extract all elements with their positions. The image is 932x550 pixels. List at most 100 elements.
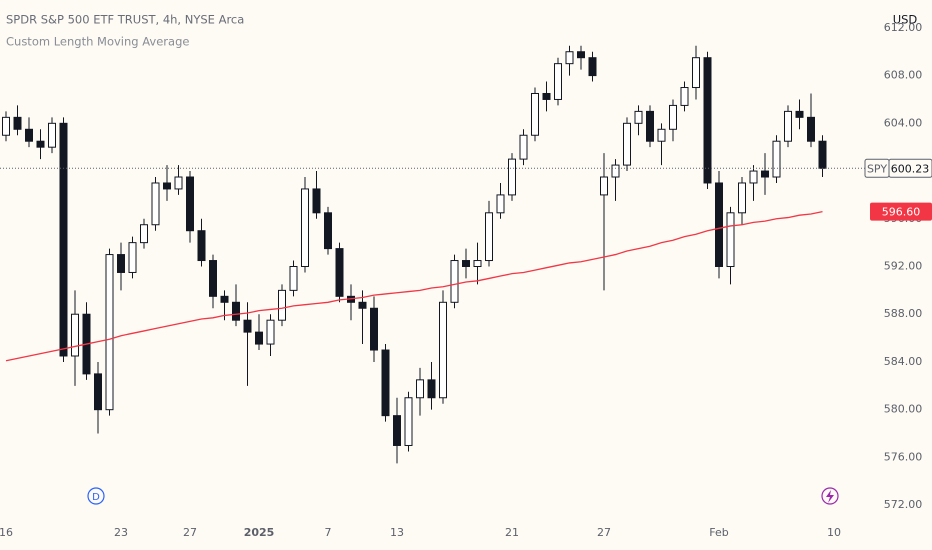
candle-body <box>646 110 654 142</box>
candle-body <box>439 301 447 399</box>
symbol-title: SPDR S&P 500 ETF TRUST, 4h, NYSE Arca <box>6 13 244 27</box>
y-tick-label: 604.00 <box>884 116 923 129</box>
x-tick-label: 13 <box>390 526 404 539</box>
candle-body <box>266 319 275 345</box>
candle-body <box>289 266 298 291</box>
candle-body <box>473 260 482 267</box>
candle-body <box>795 110 804 118</box>
x-tick-label: 23 <box>114 526 128 539</box>
candle-body <box>59 122 68 357</box>
candle-body <box>232 301 240 321</box>
candle-body <box>128 242 137 273</box>
candle-body <box>738 182 746 214</box>
candle-body <box>197 230 206 262</box>
candle-body <box>220 295 229 303</box>
candle-body <box>117 254 125 273</box>
candle-body <box>427 379 436 399</box>
candle-body <box>312 188 321 214</box>
candle-body <box>2 116 10 136</box>
candle-body <box>577 51 585 59</box>
candle-body <box>772 140 781 178</box>
candle-body <box>404 397 413 446</box>
candle-body <box>657 128 666 142</box>
x-tick-label: 27 <box>597 526 611 539</box>
candle-body <box>692 57 700 89</box>
x-tick-label: 27 <box>183 526 197 539</box>
candle-body <box>381 349 390 417</box>
last-price-label: 600.23 <box>891 162 930 175</box>
currency[interactable]: USD <box>893 13 918 27</box>
moving-average-line <box>5 210 823 362</box>
candle-body <box>496 194 505 214</box>
candle-body <box>761 170 769 178</box>
candle-body <box>531 92 539 136</box>
candle-body <box>818 140 827 169</box>
candle-body <box>784 110 792 142</box>
candle-body <box>140 224 148 244</box>
candle-body <box>749 170 758 184</box>
ma-badge-label: 596.60 <box>882 206 921 219</box>
x-tick-label: 2025 <box>244 526 275 539</box>
y-tick-label: 580.00 <box>884 403 923 416</box>
candle-body <box>151 182 160 226</box>
candle-body <box>163 182 171 190</box>
candle-body <box>508 158 516 196</box>
candle-body <box>25 128 33 142</box>
candle-body <box>600 176 608 196</box>
symbol-badge-label: SPY <box>867 162 887 175</box>
candle-body <box>370 307 378 351</box>
x-tick-label: 21 <box>505 526 519 539</box>
y-tick-label: 572.00 <box>884 498 923 511</box>
candle-body <box>726 212 735 268</box>
candle-body <box>71 313 79 357</box>
y-tick-label: 584.00 <box>884 355 923 368</box>
candle-body <box>105 254 114 411</box>
candle-body <box>13 116 22 130</box>
candle-body <box>623 122 631 166</box>
candle-body <box>462 260 470 267</box>
candle-body <box>186 176 194 232</box>
indicator-title: Custom Length Moving Average <box>6 35 189 49</box>
plot-area: 572.00 576.00 580.00 584.00 588.00 592.00 596.… <box>0 21 922 539</box>
dividend-marker[interactable] <box>87 487 105 505</box>
candle-body <box>807 116 815 142</box>
candle-body <box>209 260 217 297</box>
last-price-badge <box>888 158 932 178</box>
candle-body <box>485 212 493 262</box>
candle-body <box>565 51 574 65</box>
candle-body <box>255 331 263 345</box>
lightning-icon <box>826 490 834 503</box>
candle-body <box>393 415 401 446</box>
candle-body <box>94 373 102 411</box>
candle-body <box>243 319 252 333</box>
y-tick-label: 576.00 <box>884 450 923 463</box>
candle-body <box>48 122 56 148</box>
candle-body <box>450 260 459 303</box>
candle-body <box>519 134 528 160</box>
x-tick-label: 16 <box>0 526 13 539</box>
candle-body <box>715 182 723 268</box>
candle-body <box>335 248 344 297</box>
x-tick-label: 7 <box>325 526 332 539</box>
candle-body <box>703 57 712 184</box>
candle-body <box>36 140 45 148</box>
candle-body <box>588 57 597 77</box>
y-tick-label: 588.00 <box>884 307 923 320</box>
candle-body <box>554 63 562 100</box>
candle-body <box>542 92 551 100</box>
x-tick-label: Feb <box>709 526 728 539</box>
x-tick-label: 10 <box>827 526 841 539</box>
y-tick-label: 612.00 <box>884 21 923 34</box>
candle-body <box>669 104 677 130</box>
ma-badge <box>870 202 932 221</box>
candle-body <box>611 164 620 178</box>
candle-body <box>358 301 367 309</box>
candle-body <box>324 212 332 250</box>
candle-body <box>301 188 309 267</box>
candle-body <box>680 87 689 106</box>
candle-body <box>278 289 286 321</box>
dividend-marker-label: D <box>92 492 100 503</box>
y-tick-label: 608.00 <box>884 69 923 82</box>
candle-body <box>634 110 643 124</box>
